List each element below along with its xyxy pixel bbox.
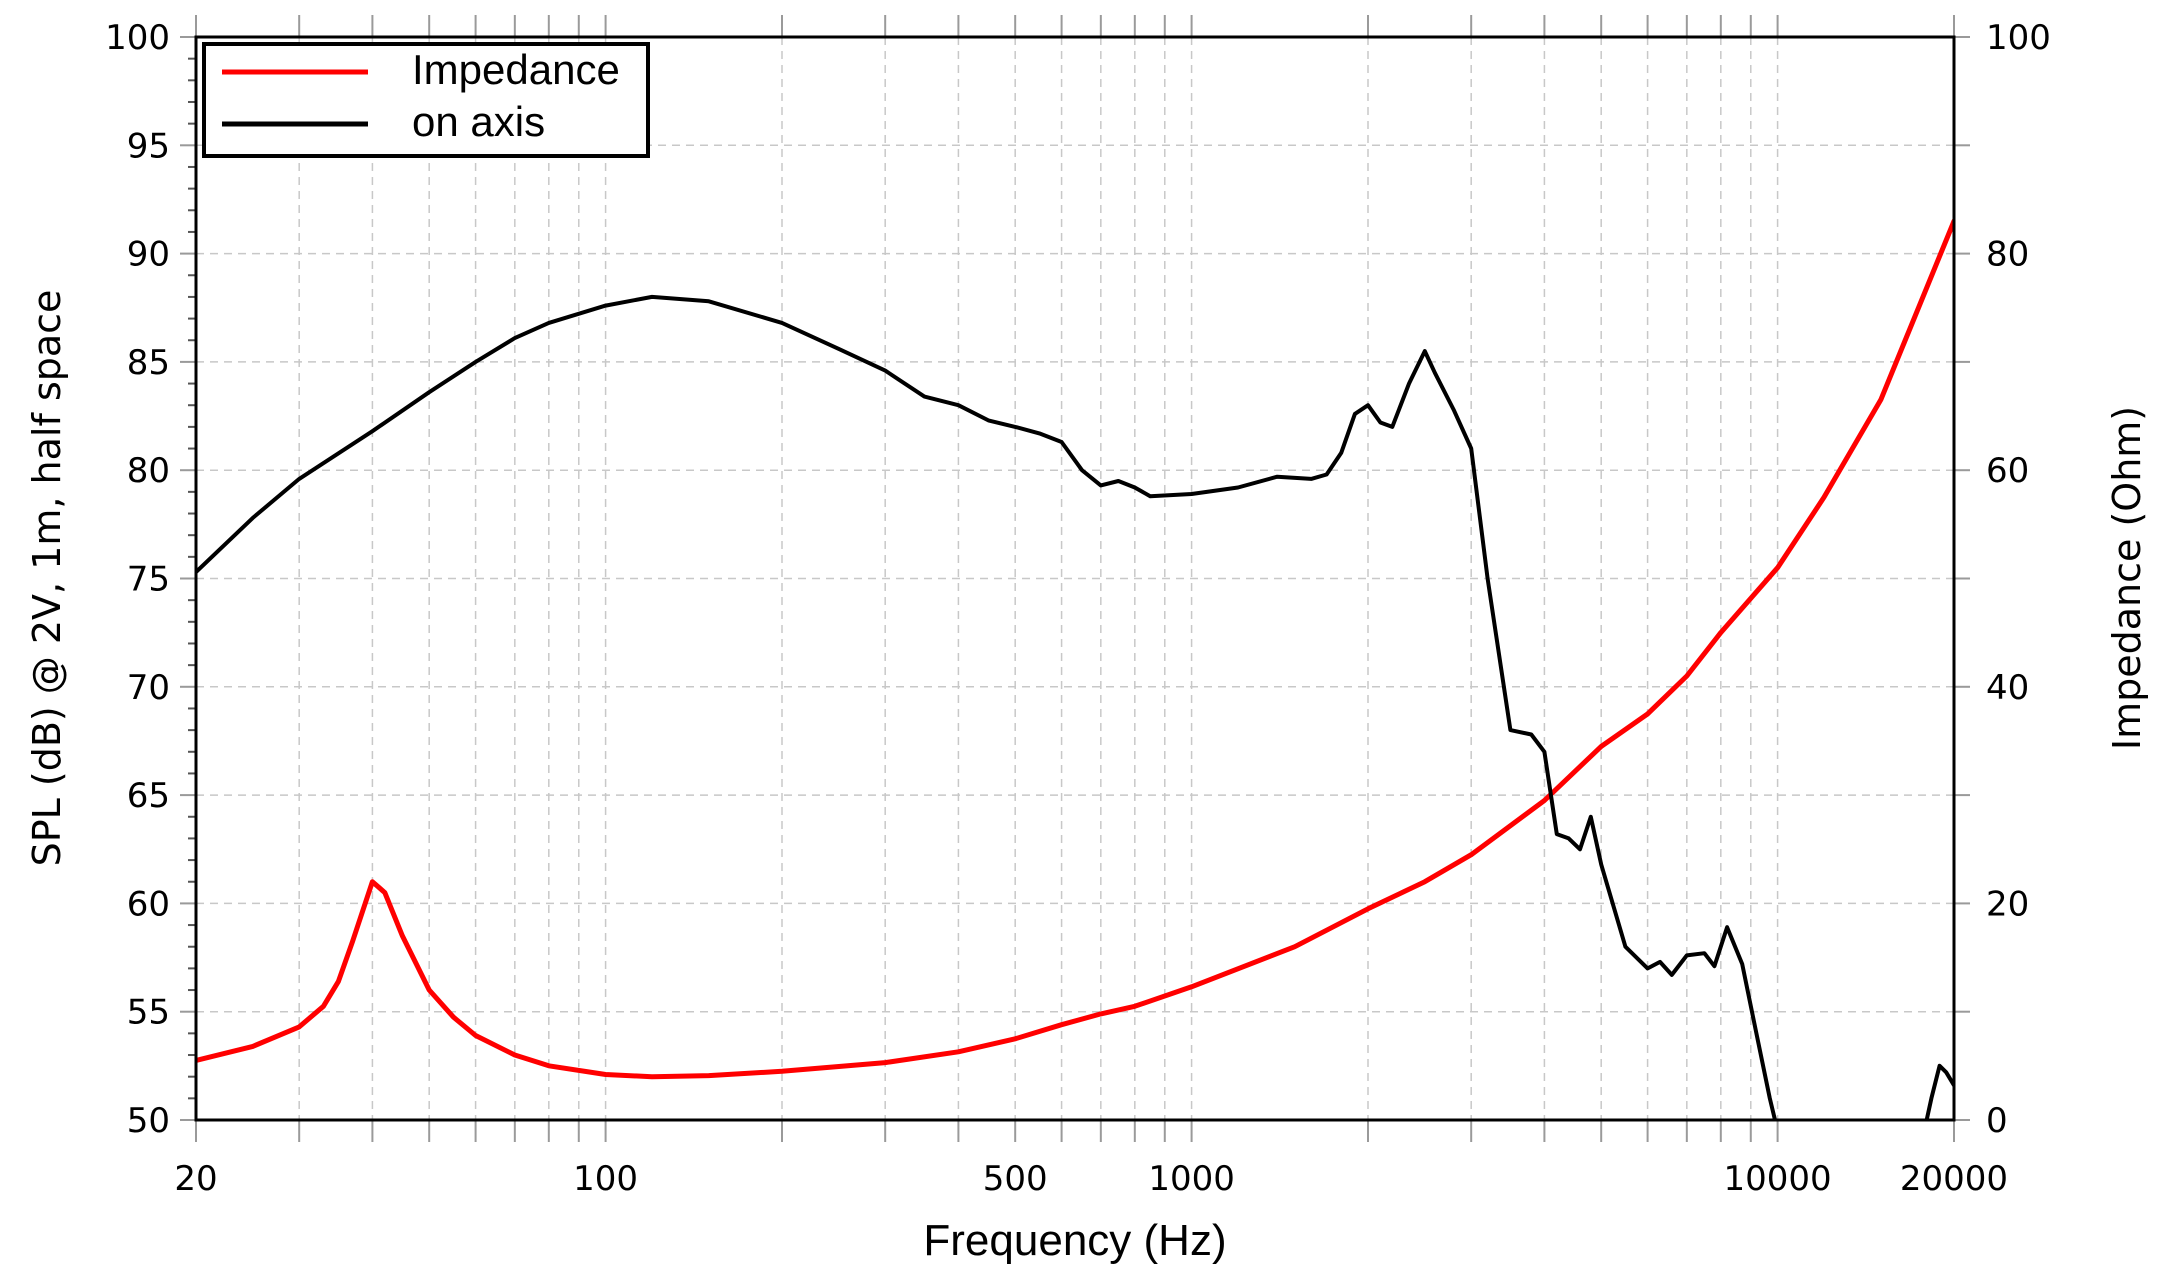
y-tick-label-left: 75 [127, 560, 170, 600]
y-tick-label-left: 70 [127, 668, 170, 708]
data-series [196, 218, 1954, 1120]
x-tick-label: 500 [983, 1159, 1048, 1199]
y-axis-title-left: SPL (dB) @ 2V, 1m, half space [25, 290, 69, 867]
x-tick-label: 20000 [1900, 1159, 2008, 1199]
legend-label-on-axis: on axis [412, 98, 545, 145]
y-tick-label-left: 80 [127, 451, 170, 491]
y-tick-label-left: 85 [127, 343, 170, 383]
y-tick-label-left: 60 [127, 884, 170, 924]
y-tick-label-right: 20 [1986, 884, 2029, 924]
y-tick-label-left: 90 [127, 235, 170, 275]
on-axis-spl-curve [1924, 1063, 1954, 1120]
y-tick-label-left: 100 [105, 18, 170, 58]
y-tick-label-left: 65 [127, 776, 170, 816]
legend-box [202, 42, 650, 158]
y-tick-label-right: 100 [1986, 18, 2051, 58]
y-tick-label-right: 0 [1986, 1101, 2008, 1141]
y-tick-label-left: 50 [127, 1101, 170, 1141]
y-tick-label-right: 60 [1986, 451, 2029, 491]
x-tick-label: 100 [573, 1159, 638, 1199]
axis-ticks [180, 15, 1970, 1142]
legend: Impedance on axis [202, 42, 650, 158]
y-tick-label-right: 40 [1986, 668, 2029, 708]
y-tick-label-left: 95 [127, 126, 170, 166]
x-tick-label: 10000 [1724, 1159, 1832, 1199]
x-axis-title: Frequency (Hz) [923, 1216, 1226, 1265]
x-tick-label: 1000 [1148, 1159, 1235, 1199]
y-axis-title-right: Impedance (Ohm) [2105, 406, 2149, 750]
plot-frame [194, 35, 1956, 1122]
y-tick-label-right: 80 [1986, 235, 2029, 275]
on-axis-spl-curve [196, 294, 1778, 1120]
legend-label-impedance: Impedance [412, 46, 620, 93]
x-tick-label: 20 [174, 1159, 217, 1199]
grid-lines [196, 37, 1954, 1120]
y-tick-label-left: 55 [127, 993, 170, 1033]
impedance-curve [196, 218, 1954, 1080]
